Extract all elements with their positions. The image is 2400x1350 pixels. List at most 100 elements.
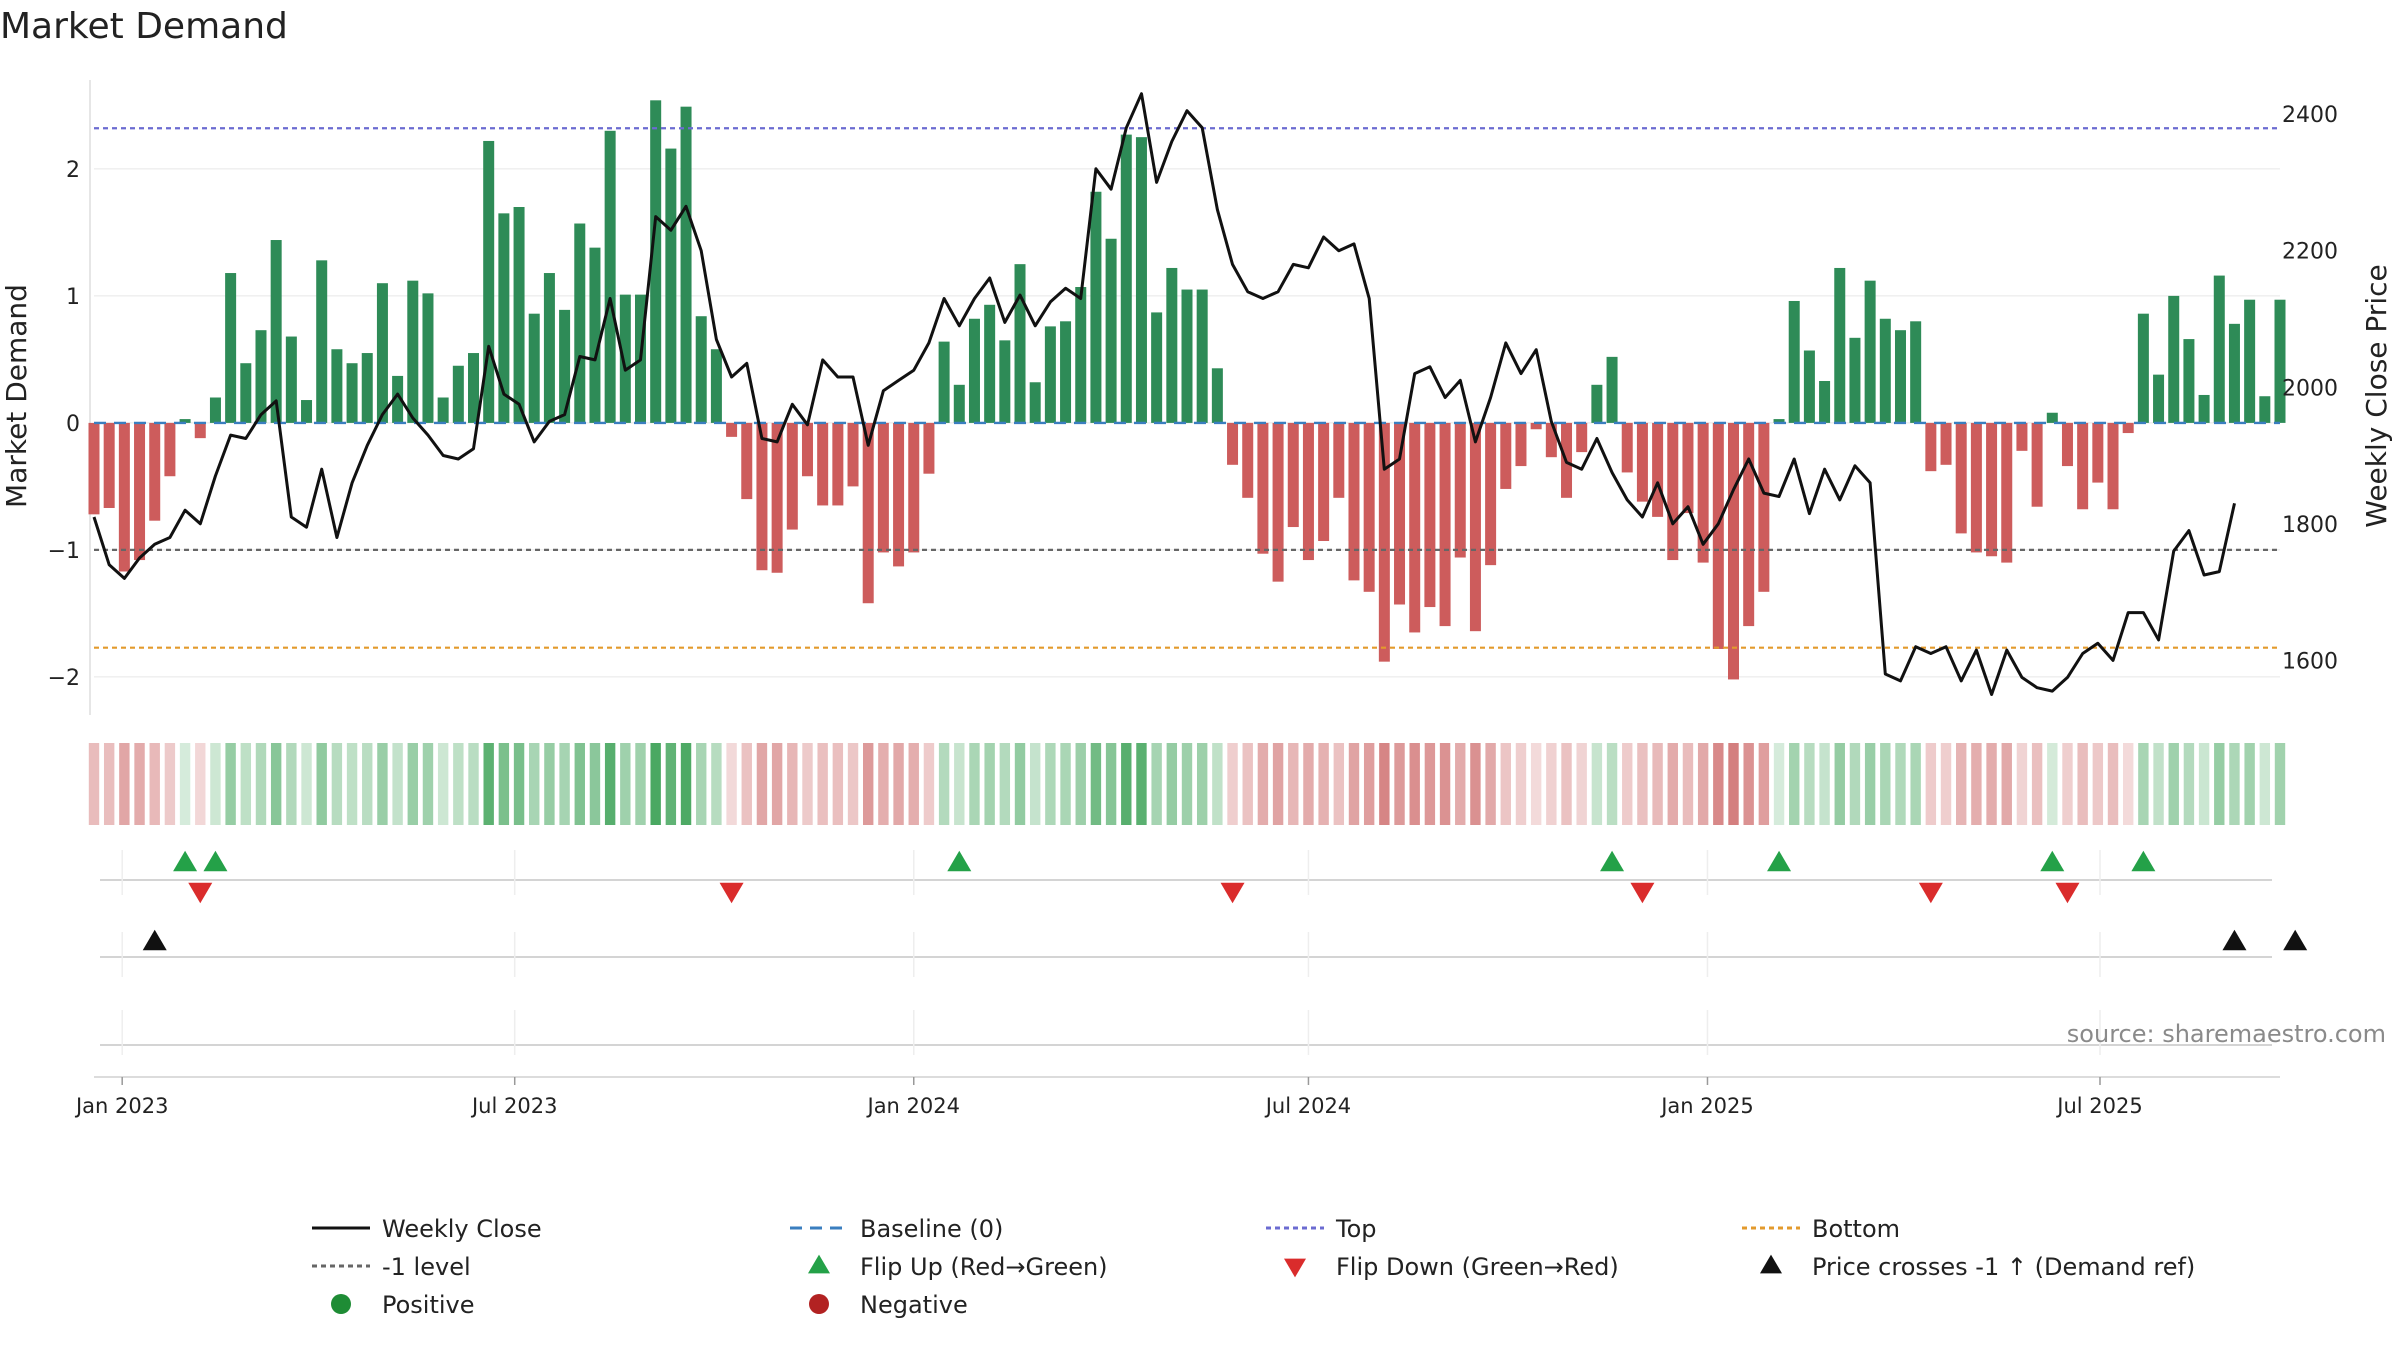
left-tick-label: 2 — [66, 158, 80, 183]
demand-bar — [1029, 382, 1041, 423]
heat-cell — [1925, 743, 1937, 825]
price-cross-marker — [2283, 929, 2308, 951]
heat-cell — [1242, 743, 1253, 825]
demand-bar — [1105, 238, 1117, 423]
demand-bar — [1257, 422, 1269, 554]
heat-cell — [2122, 743, 2134, 825]
legend-item: Bottom — [1742, 1215, 1900, 1243]
demand-bar — [2001, 422, 2013, 563]
heat-cell — [513, 743, 525, 825]
demand-bar — [1333, 422, 1345, 498]
heat-cell — [1880, 743, 1891, 825]
demand-bar — [1576, 422, 1588, 453]
heat-cell — [1789, 743, 1800, 825]
demand-bar — [968, 318, 980, 423]
legend-item: Weekly Close — [312, 1215, 542, 1243]
heat-cell — [1288, 743, 1299, 825]
legend-item: Flip Up (Red→Green) — [808, 1253, 1108, 1281]
flip-down-marker — [1630, 882, 1655, 904]
left-tick-label: 1 — [66, 285, 80, 310]
heat-cell — [164, 743, 176, 825]
flip-up-marker — [2040, 850, 2065, 872]
demand-bar — [149, 422, 161, 521]
demand-bar — [376, 283, 388, 423]
heat-cell — [179, 743, 191, 825]
demand-bar — [908, 422, 920, 553]
demand-bar — [1712, 422, 1724, 649]
heat-cell — [1014, 743, 1026, 825]
demand-bar — [2016, 422, 2028, 451]
demand-bar — [1485, 422, 1497, 566]
heat-cell — [529, 743, 540, 825]
demand-bar — [194, 422, 206, 439]
date-tick-label: Jul 2024 — [1264, 1094, 1351, 1118]
demand-bar — [665, 148, 677, 423]
demand-bar — [270, 240, 282, 423]
heat-cell — [1075, 743, 1086, 825]
demand-bar — [1879, 318, 1891, 423]
demand-bar — [225, 273, 237, 423]
heat-cell — [1045, 743, 1056, 825]
heat-cell — [1713, 743, 1724, 825]
date-tick-label: Jan 2024 — [866, 1094, 961, 1118]
heat-cell — [741, 743, 752, 825]
heat-cell — [802, 743, 813, 825]
demand-bar — [1287, 422, 1299, 528]
demand-bar — [1773, 419, 1785, 423]
demand-bar — [862, 422, 874, 604]
demand-bar — [543, 273, 555, 423]
price-series — [92, 92, 2236, 696]
heat-cell — [938, 743, 950, 825]
demand-bar — [1591, 384, 1603, 423]
heat-cell — [1424, 743, 1436, 825]
heat-cell — [346, 743, 358, 825]
demand-bar — [710, 349, 722, 423]
legend-swatch — [1760, 1254, 1782, 1274]
heat-cell — [2047, 743, 2058, 825]
heat-cell — [270, 743, 282, 825]
chart-title: Market Demand — [0, 6, 288, 47]
legend-swatch — [331, 1294, 351, 1314]
demand-bar — [786, 422, 798, 530]
demand-bar — [1318, 422, 1330, 542]
heat-cell — [574, 743, 585, 825]
right-axis-ticks: 1600 1800 2000 2200 2400 — [2282, 103, 2338, 674]
demand-bar — [1424, 422, 1436, 608]
demand-bar — [574, 223, 586, 423]
heat-cell — [437, 743, 449, 825]
date-tick-label: Jul 2023 — [470, 1094, 557, 1118]
demand-bar — [2077, 422, 2089, 510]
demand-bar — [1302, 422, 1314, 561]
demand-bar — [2122, 422, 2134, 434]
demand-bar — [726, 422, 738, 437]
heat-cell — [726, 743, 737, 825]
demand-bar — [1788, 300, 1800, 423]
heat-cell — [1181, 743, 1193, 825]
legend-label: Bottom — [1812, 1215, 1900, 1243]
left-axis-ticks: −2 −1 0 1 2 — [48, 158, 80, 691]
demand-bar — [847, 422, 859, 487]
heat-cell — [559, 743, 570, 825]
demand-bar — [392, 375, 404, 423]
heat-cell — [240, 743, 252, 825]
heat-cell — [2001, 743, 2012, 825]
heat-cell — [1060, 743, 1071, 825]
heat-cell — [680, 743, 692, 825]
demand-bar — [1894, 330, 1906, 423]
heat-cell — [1090, 743, 1102, 825]
heat-cell — [817, 743, 828, 825]
demand-bar — [1545, 422, 1557, 458]
legend-label: -1 level — [382, 1253, 471, 1281]
demand-bar — [1378, 422, 1390, 662]
heat-cell — [2168, 743, 2179, 825]
demand-bar — [1439, 422, 1451, 627]
demand-bar — [559, 309, 571, 423]
left-tick-label: 0 — [66, 412, 80, 437]
demand-bar — [1515, 422, 1527, 467]
heat-cell — [331, 743, 343, 825]
date-axis: Jan 2023 Jul 2023 Jan 2024 Jul 2024 Jan 2025… — [74, 1076, 2280, 1118]
demand-bar — [1682, 422, 1694, 514]
heat-cell — [103, 743, 115, 825]
heat-cell — [1606, 743, 1618, 825]
heat-cell — [1576, 743, 1587, 825]
